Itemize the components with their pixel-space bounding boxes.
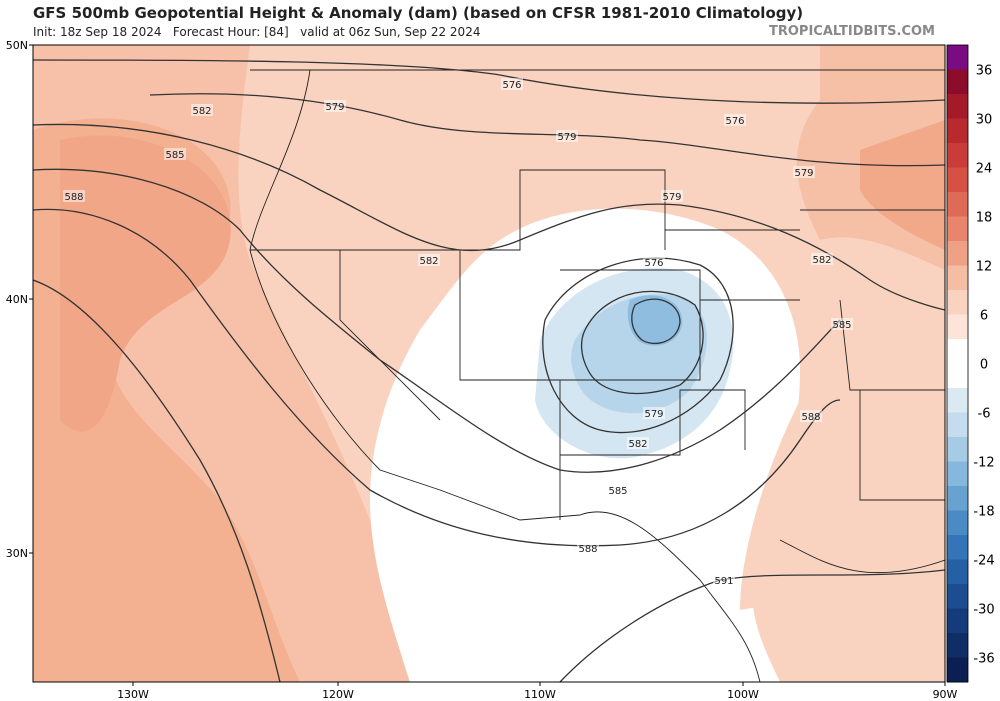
contour-label: 588 (64, 192, 83, 203)
contour-label: 582 (628, 439, 647, 450)
contour-label-bg (556, 130, 578, 142)
colorbar-swatch (947, 584, 968, 609)
contour-label-bg (63, 190, 85, 202)
contour-label: 579 (794, 168, 813, 179)
colorbar-label: 24 (976, 162, 993, 177)
colorbar-label: -30 (973, 603, 994, 618)
colorbar-label: 0 (980, 358, 988, 373)
contour-label: 585 (608, 486, 627, 497)
contour-label: 582 (419, 256, 438, 267)
colorbar-frame (946, 44, 969, 683)
contour-label: 588 (578, 544, 597, 555)
colorbar-swatch (947, 241, 968, 266)
colorbar-swatch (947, 388, 968, 413)
colorbar-swatch (947, 363, 968, 389)
colorbar-swatch (947, 461, 968, 487)
colorbar-swatch (947, 290, 968, 315)
contour-label: 585 (165, 150, 184, 161)
colorbar-swatch (947, 216, 968, 242)
contour-label: 576 (644, 258, 663, 269)
colorbar-swatch (947, 437, 968, 462)
colorbar-swatch (947, 265, 968, 291)
colorbar-label: -18 (973, 505, 994, 520)
longitude-label: 90W (933, 688, 958, 701)
contour-label: 579 (662, 192, 681, 203)
subtitle: Init: 18z Sep 18 2024 Forecast Hour: [84… (33, 25, 481, 39)
contour-label-bg (324, 100, 346, 112)
longitude-label: 130W (117, 688, 149, 701)
colorbar-swatch (947, 608, 968, 634)
contour-label-bg (577, 542, 599, 554)
latitude-label: 40N (6, 293, 28, 306)
contour-label: 579 (557, 132, 576, 143)
longitude-label: 100W (727, 688, 759, 701)
colorbar-swatch (947, 486, 968, 511)
colorbar-swatch (947, 559, 968, 585)
colorbar-label: 30 (976, 113, 993, 128)
colorbar-label: 18 (976, 211, 993, 226)
contour-label: 582 (812, 255, 831, 266)
colorbar-swatch (947, 633, 968, 658)
colorbar-label: -36 (973, 652, 994, 667)
contour-label: 582 (192, 106, 211, 117)
contour-label-bg (164, 148, 186, 160)
colorbar-label: -6 (978, 407, 991, 422)
colorbar-swatch (947, 657, 968, 683)
contour-label-bg (811, 253, 833, 265)
colorbar-swatch (947, 167, 968, 193)
contour-label-bg (418, 254, 440, 266)
title: GFS 500mb Geopotential Height & Anomaly … (33, 4, 804, 22)
contour-label-bg (501, 78, 523, 90)
borders (249, 69, 945, 682)
contour-label-bg (800, 410, 822, 422)
colorbar-swatch (947, 192, 968, 217)
colorbar-label: 12 (976, 260, 993, 275)
colorbar-swatch (947, 412, 968, 438)
axes: 50N 40N 30N 130W 120W 110W 100W 90W (6, 39, 958, 701)
source: TROPICALTIDBITS.COM (769, 24, 935, 39)
longitude-label: 120W (322, 688, 354, 701)
latitude-label: 50N (6, 39, 28, 52)
colorbar-label: -24 (973, 554, 994, 569)
latitude-label: 30N (6, 547, 28, 560)
colorbar-label: 36 (976, 64, 993, 79)
contour-label-bg (793, 166, 815, 178)
contour-label-bg (627, 437, 649, 449)
colorbar-swatch (947, 94, 968, 119)
contour-label-bg (713, 574, 735, 586)
contour-label-bg (661, 190, 683, 202)
contour-label-bg (191, 104, 213, 116)
contour-label: 579 (325, 102, 344, 113)
contour-label: 579 (644, 409, 663, 420)
contour-label: 576 (502, 80, 521, 91)
colorbar-swatch (947, 314, 968, 340)
colorbar-swatch (947, 118, 968, 144)
contour-label-bg (643, 407, 665, 419)
longitude-label: 110W (524, 688, 556, 701)
colorbar: 36 30 24 18 12 6 0 -6 -12 -18 -24 -30 -36 (946, 44, 995, 683)
colorbar-swatch (947, 45, 968, 70)
colorbar-swatch (947, 143, 968, 168)
colorbar-swatch (947, 69, 968, 95)
contour-label: 576 (725, 116, 744, 127)
colorbar-swatch (947, 339, 968, 364)
contour-label: 591 (714, 576, 733, 587)
colorbar-swatch (947, 510, 968, 536)
anomaly-fill (33, 45, 945, 682)
colorbar-label: 6 (980, 309, 988, 324)
colorbar-label: -12 (973, 456, 994, 471)
height-contours (33, 59, 945, 682)
contour-label: 588 (801, 412, 820, 423)
contour-label: 585 (832, 320, 851, 331)
contour-label-bg (724, 114, 746, 126)
contour-label-bg (643, 256, 665, 268)
contour-label-bg (607, 484, 629, 496)
contour-labels: 576 579 582 585 588 579 576 579 579 582 576 582 585 5… (63, 78, 853, 587)
colorbar-swatch (947, 535, 968, 560)
contour-label-bg (831, 318, 853, 330)
